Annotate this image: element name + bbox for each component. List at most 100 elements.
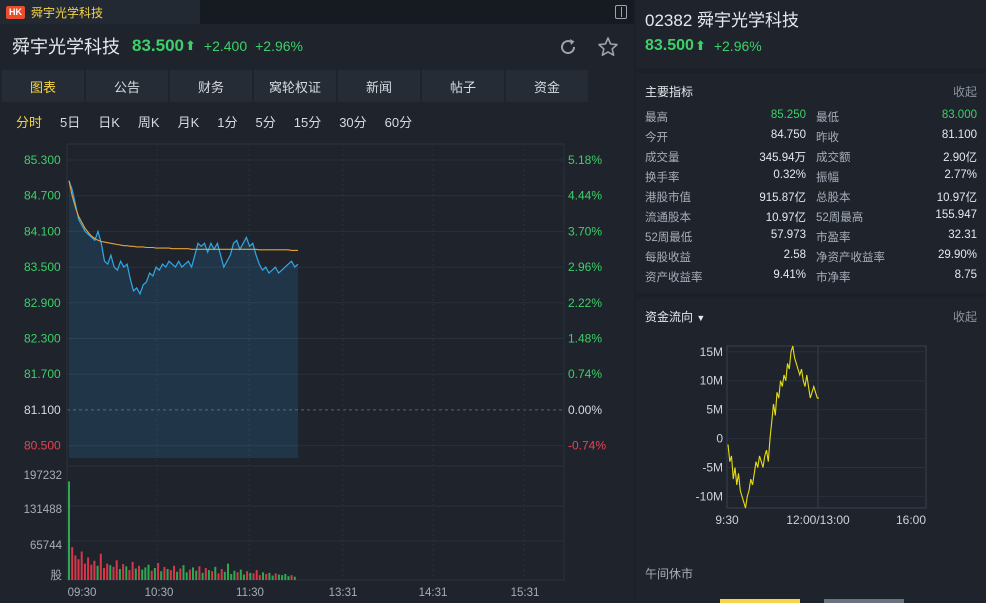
volume-bar	[128, 570, 131, 580]
volume-bar	[233, 570, 236, 580]
volume-bar	[144, 567, 147, 580]
volume-tick-label: 197232	[24, 470, 62, 482]
volume-bar	[223, 571, 226, 580]
volume-tick-label: 股	[51, 569, 63, 582]
indicator-label: 换手率	[645, 172, 680, 184]
window-tab-active[interactable]: HK 舜宇光学科技	[0, 0, 200, 24]
indicator-label: 昨收	[816, 132, 839, 144]
tab-announcements[interactable]: 公告	[86, 70, 168, 102]
indicator-label: 市盈率	[816, 232, 851, 244]
indicator-label: 每股收益	[645, 252, 691, 264]
price-line	[68, 180, 299, 296]
volume-bar	[74, 555, 77, 580]
volume-bar	[185, 572, 188, 580]
period-60min[interactable]: 60分	[384, 114, 413, 130]
flow-x-tick-label: 16:00	[896, 513, 926, 527]
period-1min[interactable]: 1分	[217, 114, 238, 130]
period-5day[interactable]: 5日	[60, 114, 81, 130]
period-weekly-k[interactable]: 周K	[137, 114, 160, 130]
period-monthly-k[interactable]: 月K	[177, 114, 200, 130]
volume-bar	[262, 572, 264, 580]
flow-y-tick-label: 5M	[706, 403, 723, 417]
fund-flow-title[interactable]: 资金流向 ▼	[645, 308, 705, 325]
period-15min[interactable]: 15分	[293, 114, 322, 130]
indicator-value: 10.97亿	[936, 192, 977, 204]
indicator-row: 港股市值 915.87亿 总股本 10.97亿	[636, 189, 986, 209]
tab-chart[interactable]: 图表	[2, 70, 84, 102]
split-view-icon[interactable]	[615, 5, 627, 19]
volume-bar	[287, 576, 290, 580]
price-tick-label: 81.100	[24, 403, 61, 417]
price-tick-label: 85.300	[24, 153, 61, 167]
stock-code-name: 02382 舜宇光学科技	[645, 11, 799, 30]
stock-header: 舜宇光学科技 83.500 ⬆ +2.400 +2.96%	[0, 24, 634, 68]
tab-financials[interactable]: 财务	[170, 70, 252, 102]
volume-bar	[198, 566, 201, 580]
tab-posts[interactable]: 帖子	[422, 70, 504, 102]
percent-tick-label: 0.00%	[568, 403, 602, 417]
volume-bar	[109, 565, 112, 580]
refresh-icon[interactable]	[558, 37, 578, 57]
volume-bar	[112, 566, 115, 580]
volume-bar	[182, 565, 185, 580]
indicator-value: 83.000	[941, 109, 977, 121]
volume-bar	[157, 563, 160, 580]
period-daily-k[interactable]: 日K	[98, 114, 120, 130]
percent-tick-label: 1.48%	[568, 332, 602, 346]
volume-bar	[252, 573, 255, 580]
volume-bar	[77, 559, 80, 580]
indicator-value: 915.87亿	[759, 192, 806, 204]
flow-scroll-tab-2[interactable]	[824, 599, 904, 603]
volume-tick-label: 131488	[24, 504, 62, 516]
volume-bar	[281, 575, 284, 580]
volume-bars	[68, 481, 296, 580]
dropdown-caret-icon[interactable]: ▼	[696, 313, 706, 323]
percent-tick-label: 0.74%	[568, 367, 602, 381]
indicator-row: 最高 85.250 最低 83.000	[636, 109, 986, 129]
volume-bar	[163, 566, 166, 580]
tab-news[interactable]: 新闻	[338, 70, 420, 102]
indicator-label: 52周最低	[645, 232, 693, 244]
price-lines	[68, 180, 299, 296]
time-tick-label: 11:30	[236, 587, 264, 599]
fund-flow-line	[727, 345, 819, 509]
right-change-percent: +2.96%	[713, 38, 762, 54]
volume-bar	[293, 576, 296, 580]
indicators-collapse-button[interactable]: 收起	[952, 85, 977, 99]
percent-tick-label: 4.44%	[568, 189, 602, 203]
volume-bar	[153, 568, 156, 580]
volume-bar	[68, 481, 70, 580]
period-5min[interactable]: 5分	[255, 114, 276, 130]
time-tick-label: 15:31	[511, 587, 540, 599]
volume-bar	[236, 572, 239, 580]
indicator-row: 成交量 345.94万 成交额 2.90亿	[636, 149, 986, 169]
volume-bar	[87, 557, 90, 580]
chart-frame	[66, 143, 565, 581]
period-30min[interactable]: 30分	[339, 114, 367, 130]
indicator-label: 净资产收益率	[816, 252, 885, 264]
stock-name: 舜宇光学科技	[12, 37, 120, 57]
fund-flow-collapse-button[interactable]: 收起	[952, 310, 977, 324]
right-up-arrow-icon: ⬆	[694, 38, 706, 53]
flow-frame	[726, 345, 927, 509]
volume-bar	[207, 570, 210, 580]
quote-panel: HK 舜宇光学科技 舜宇光学科技 83.500 ⬆ +2.400 +2.96% …	[0, 0, 634, 603]
volume-bar	[274, 573, 277, 580]
period-intraday[interactable]: 分时	[16, 114, 43, 130]
tab-capital[interactable]: 资金	[506, 70, 588, 102]
right-stock-price: 83.500	[645, 37, 694, 54]
volume-bar	[71, 547, 74, 580]
volume-bar	[125, 566, 128, 580]
percent-tick-label: 2.96%	[568, 260, 602, 274]
tab-warrants[interactable]: 窝轮权证	[254, 70, 336, 102]
indicator-value: 8.75	[954, 269, 977, 281]
flow-y-tick-label: 10M	[700, 374, 723, 388]
percent-tick-label: 2.22%	[568, 296, 602, 310]
volume-bar	[265, 574, 268, 580]
price-change-percent: +2.96%	[255, 38, 303, 54]
flow-scroll-tab-1[interactable]	[720, 599, 800, 603]
volume-bar	[195, 570, 198, 580]
intraday-chart[interactable]: 85.300 84.700 84.100 83.500 82.900 82.300 81.7…	[0, 136, 634, 603]
favorite-star-icon[interactable]	[597, 36, 619, 58]
flow-x-tick-label: 12:00/13:00	[786, 513, 850, 527]
